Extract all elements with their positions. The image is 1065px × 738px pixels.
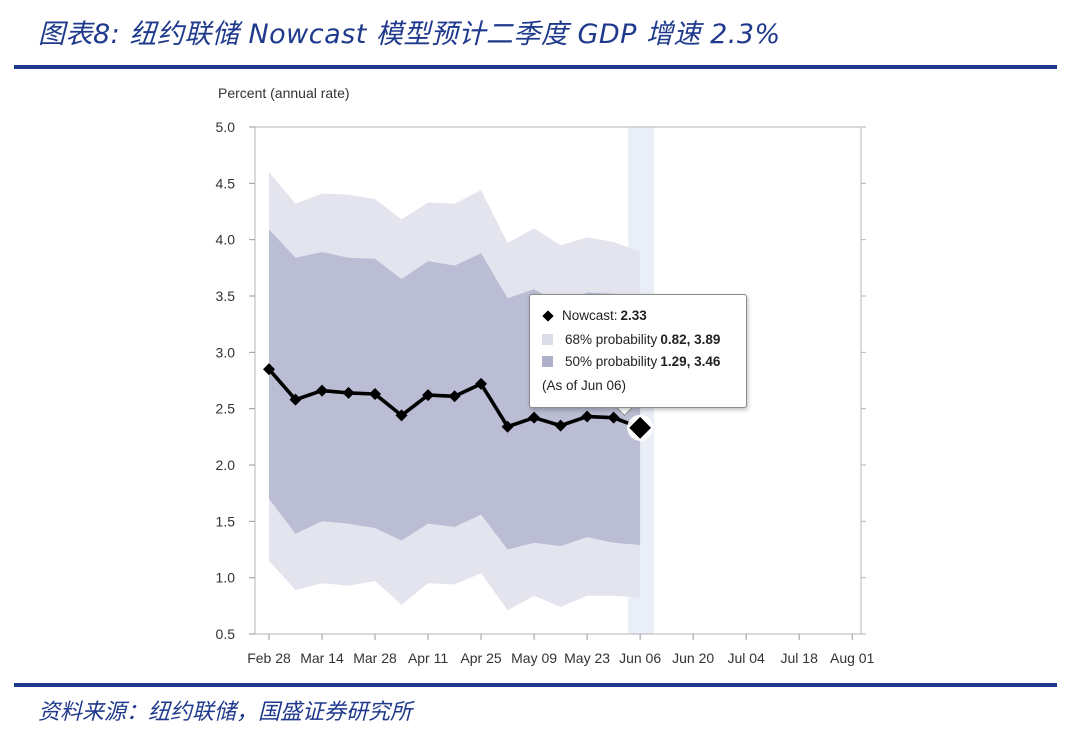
- tooltip-nowcast-label: Nowcast:: [562, 308, 618, 323]
- y-tick-label: 3.0: [216, 344, 236, 360]
- tooltip-68-high: 3.89: [694, 332, 721, 347]
- x-tick-label: Jul 18: [781, 650, 819, 666]
- figure-title: 图表8: 纽约联储 Nowcast 模型预计二季度 GDP 增速 2.3%: [38, 19, 781, 50]
- nowcast-point: [581, 410, 594, 423]
- plot-frame: [254, 126, 862, 635]
- nowcast-point: [395, 409, 408, 422]
- y-tick-label: 3.5: [216, 288, 236, 304]
- title-rule: [14, 65, 1057, 69]
- tooltip-asof-row: (As of Jun 06): [542, 378, 626, 393]
- y-tick-label: 4.5: [216, 175, 236, 191]
- x-tick-label: May 09: [511, 650, 557, 666]
- tooltip-asof: (As of Jun 06): [542, 378, 627, 393]
- y-tick-label: 5.0: [216, 119, 236, 135]
- nowcast-point-latest: [627, 414, 654, 441]
- x-tick-label: Jun 06: [619, 650, 661, 666]
- nowcast-point: [316, 384, 329, 397]
- tooltip-68-row: 68% probability 0.82, 3.89: [542, 332, 720, 347]
- y-axis-label: Percent (annual rate): [218, 85, 350, 101]
- x-tick-label: May 23: [564, 650, 610, 666]
- x-tick-label: Aug 01: [830, 650, 875, 666]
- tooltip-68-label: 68% probability: [565, 332, 658, 347]
- x-tick-label: Apr 25: [460, 650, 501, 666]
- tooltip-50-label: 50% probability: [565, 354, 658, 369]
- nowcast-point: [528, 411, 541, 424]
- x-tick-label: Mar 28: [353, 650, 397, 666]
- tooltip-50-low: 1.29: [660, 354, 687, 369]
- nowcast-point: [448, 390, 461, 403]
- x-tick-label: Apr 11: [408, 650, 448, 666]
- x-tick-label: Mar 14: [300, 650, 344, 666]
- y-tick-label: 1.5: [216, 513, 236, 529]
- tooltip-68-low: 0.82: [660, 332, 687, 347]
- nowcast-point: [263, 363, 275, 376]
- tooltip-nowcast-value: 2.33: [620, 308, 647, 323]
- figure-source: 资料来源：纽约联储，国盛证券研究所: [38, 700, 413, 725]
- nowcast-point: [554, 419, 567, 432]
- y-tick-label: 0.5: [216, 626, 236, 642]
- band50-swatch-icon: [542, 356, 553, 367]
- nowcast-point: [607, 411, 620, 424]
- tooltip-50-row: 50% probability 1.29, 3.46: [542, 354, 720, 369]
- x-tick-label: Jul 04: [727, 650, 765, 666]
- tooltip-nowcast-row: Nowcast: 2.33: [542, 308, 647, 323]
- nowcast-point: [342, 386, 355, 399]
- y-tick-label: 4.0: [216, 232, 236, 248]
- y-tick-label: 2.0: [216, 457, 236, 473]
- chart-tooltip: Nowcast: 2.33 68% probability 0.82, 3.89…: [529, 294, 747, 408]
- source-rule: [14, 683, 1057, 687]
- diamond-icon: [542, 309, 554, 322]
- nowcast-point: [422, 389, 435, 402]
- y-tick-label: 1.0: [216, 570, 236, 586]
- tooltip-50-high: 3.46: [694, 354, 721, 369]
- x-tick-label: Feb 28: [247, 650, 291, 666]
- nowcast-point: [289, 393, 302, 406]
- x-tick-label: Jun 20: [672, 650, 714, 666]
- y-tick-label: 2.5: [216, 401, 236, 417]
- band68-swatch-icon: [542, 334, 553, 345]
- nowcast-point: [501, 420, 514, 433]
- nowcast-point: [369, 388, 382, 401]
- nowcast-point: [475, 377, 488, 390]
